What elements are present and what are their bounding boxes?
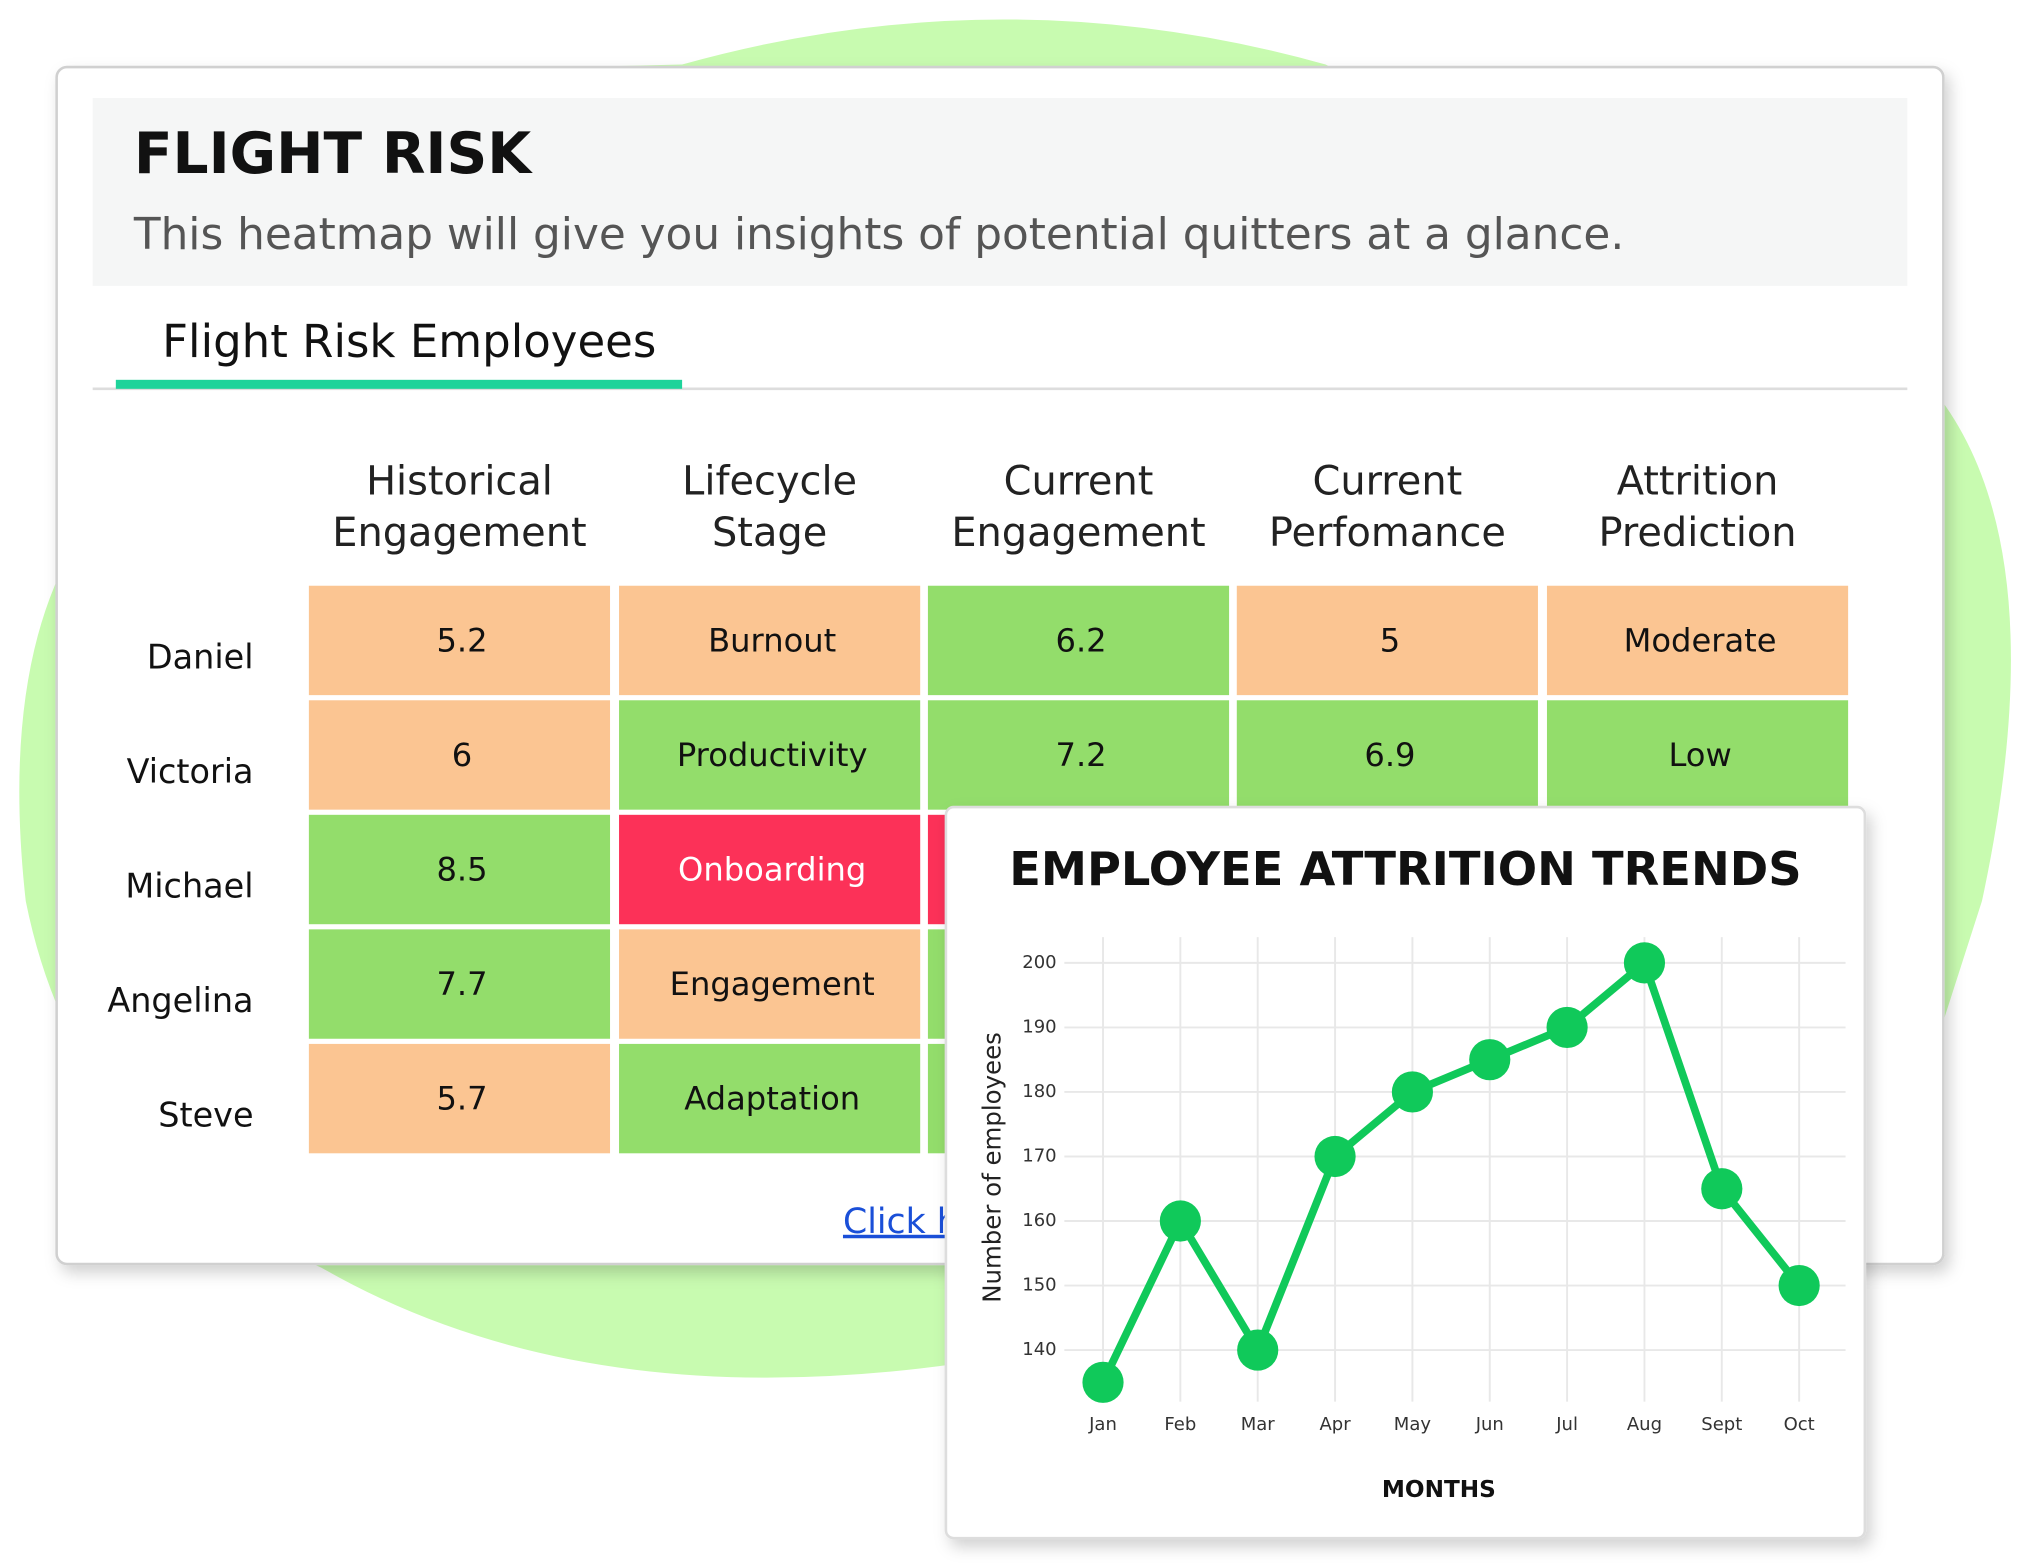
x-tick-label: Mar — [1241, 1414, 1276, 1435]
tab[interactable]: Flight Risk Employees — [162, 315, 656, 368]
column-header: Prediction — [1598, 510, 1796, 556]
heat-cell — [927, 585, 1230, 696]
column-header: Historical — [366, 459, 553, 505]
y-tick-label: 170 — [1022, 1145, 1056, 1166]
row-name: Steve — [158, 1096, 253, 1135]
y-tick-label: 200 — [1022, 952, 1056, 973]
row-name: Victoria — [127, 752, 254, 791]
heat-cell — [619, 814, 921, 925]
cell-text: 5.2 — [436, 621, 487, 659]
heat-cell — [308, 814, 611, 925]
column-header: Engagement — [332, 510, 586, 556]
heat-cell — [619, 929, 921, 1039]
point — [1778, 1264, 1820, 1307]
cell-text: Moderate — [1624, 621, 1777, 659]
x-tick-label: Apr — [1319, 1414, 1351, 1435]
heat-cell — [308, 700, 611, 810]
cell-text: 8.5 — [436, 850, 487, 888]
row-name: Angelina — [107, 981, 253, 1020]
chart-card — [944, 805, 1867, 1540]
point — [1546, 1006, 1588, 1049]
x-tick-label: Sept — [1701, 1414, 1742, 1435]
point — [1159, 1200, 1201, 1242]
header-band — [92, 97, 1908, 286]
x-tick-label: Jul — [1555, 1414, 1578, 1435]
cell-text: 6 — [452, 736, 472, 774]
cell-text: 7.2 — [1056, 736, 1107, 774]
heat-cell — [308, 585, 611, 696]
subtitle: This heatmap will give you insights of p… — [133, 209, 1624, 260]
heat-cell — [1236, 700, 1538, 810]
x-tick-label: Jan — [1088, 1414, 1117, 1435]
heat-cell — [308, 929, 611, 1039]
point — [1237, 1329, 1279, 1371]
column-header: Stage — [712, 510, 827, 556]
y-tick-label: 150 — [1022, 1275, 1056, 1296]
x-tick-label: Jun — [1475, 1414, 1504, 1435]
point — [1701, 1168, 1743, 1210]
row-name: Daniel — [147, 638, 254, 677]
cell-text: 5 — [1380, 621, 1400, 659]
heat-cell — [308, 1043, 611, 1154]
point — [1082, 1361, 1124, 1403]
point — [1314, 1135, 1356, 1178]
y-tick-label: 180 — [1022, 1081, 1056, 1102]
heat-cell — [927, 700, 1230, 810]
y-tick-label: 160 — [1022, 1210, 1056, 1231]
chart-title: EMPLOYEE ATTRITION TRENDS — [1009, 842, 1801, 896]
cell-text: 7.7 — [436, 965, 487, 1003]
cell-text: Low — [1668, 736, 1731, 774]
point — [1623, 942, 1666, 984]
line — [1099, 959, 1803, 1384]
cell-text: Engagement — [670, 965, 875, 1003]
row-name: Michael — [125, 867, 253, 906]
cell-text: Productivity — [677, 736, 868, 774]
point — [1391, 1071, 1433, 1113]
x-tick-label: Oct — [1784, 1414, 1815, 1435]
heat-cell — [1546, 585, 1849, 696]
x-tick-label: May — [1394, 1414, 1432, 1435]
column-header: Current — [1312, 459, 1462, 505]
cell-text: 6.9 — [1364, 736, 1415, 774]
column-header: Engagement — [951, 510, 1205, 556]
link[interactable]: Click h — [843, 1202, 959, 1242]
cell-text: Burnout — [708, 621, 836, 659]
column-header: Current — [1004, 459, 1154, 505]
y-axis-label: Number of employees — [978, 1032, 1007, 1303]
heat-cell — [619, 585, 921, 696]
point — [1469, 1039, 1511, 1081]
tab-underline — [115, 379, 683, 389]
plot: 140 150 160 170 180 190 200 Jan Feb Mar Apr May Jun J… — [1022, 937, 1846, 1435]
y-tick-label: 190 — [1022, 1016, 1056, 1037]
column-header: Perfomance — [1269, 510, 1506, 556]
x-tick-label: Feb — [1164, 1414, 1196, 1435]
cell-text: 5.7 — [436, 1080, 487, 1118]
title: FLIGHT RISK — [134, 121, 533, 187]
heat-cell — [1236, 585, 1538, 696]
column-header: Lifecycle — [682, 459, 857, 505]
cell-text: Onboarding — [678, 850, 866, 888]
cell-text: Adaptation — [684, 1080, 860, 1118]
column-header: Attrition — [1617, 459, 1779, 505]
y-tick-label: 140 — [1022, 1339, 1056, 1360]
heat-cell — [1546, 700, 1849, 810]
cell-text: 6.2 — [1056, 621, 1107, 659]
x-tick-label: Aug — [1627, 1414, 1662, 1435]
heat-cell — [619, 1043, 921, 1154]
x-axis-label: MONTHS — [1382, 1477, 1496, 1503]
heat-cell — [619, 700, 921, 810]
